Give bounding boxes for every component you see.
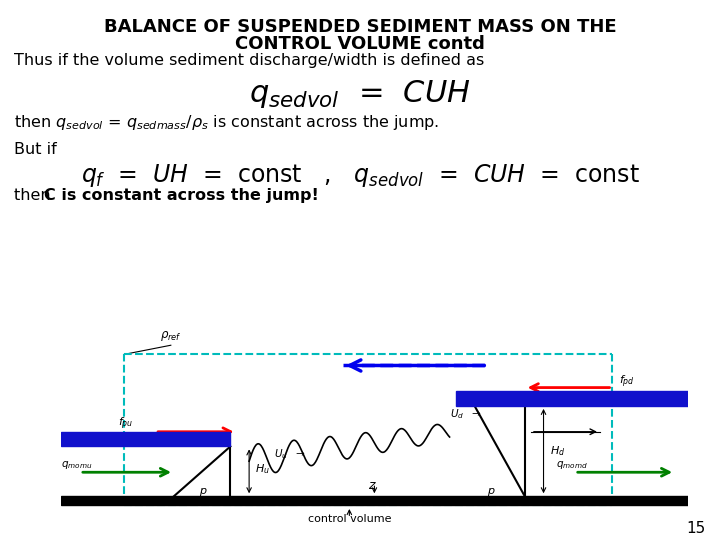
Text: $f_{pd}$: $f_{pd}$ [618, 373, 634, 390]
Text: BALANCE OF SUSPENDED SEDIMENT MASS ON THE: BALANCE OF SUSPENDED SEDIMENT MASS ON TH… [104, 18, 616, 36]
Text: $\rho_{ref}$: $\rho_{ref}$ [160, 329, 181, 343]
Text: $p$: $p$ [199, 487, 207, 498]
Text: $U_d$  $\rightarrow$: $U_d$ $\rightarrow$ [449, 407, 481, 421]
Text: $q_{momd}$: $q_{momd}$ [556, 459, 588, 471]
Text: $z$: $z$ [368, 479, 377, 492]
Text: $p$: $p$ [487, 487, 496, 498]
Bar [61, 432, 230, 447]
Text: $f_{pu}$: $f_{pu}$ [117, 416, 133, 432]
Text: Thus if the volume sediment discharge/width is defined as: Thus if the volume sediment discharge/wi… [14, 53, 485, 68]
Text: $q_{sedvol}$  =  $CUH$: $q_{sedvol}$ = $CUH$ [249, 78, 471, 110]
Text: $q_{momu}$: $q_{momu}$ [61, 459, 93, 471]
Text: C is constant across the jump!: C is constant across the jump! [44, 188, 319, 203]
Text: control volume: control volume [307, 514, 391, 524]
Bar [456, 392, 688, 406]
Text: 15: 15 [687, 521, 706, 536]
Text: then: then [14, 188, 55, 203]
Text: then $q_{sedvol}$ = $q_{sedmass}$/$\rho_s$ is constant across the jump.: then $q_{sedvol}$ = $q_{sedmass}$/$\rho_… [14, 113, 439, 132]
Bar [61, 496, 688, 505]
Text: But if: But if [14, 142, 57, 157]
Text: $H_d$: $H_d$ [550, 444, 565, 457]
Text: CONTROL VOLUME contd: CONTROL VOLUME contd [235, 35, 485, 53]
Text: $H_u$: $H_u$ [256, 462, 270, 476]
Text: $U_u$  $\rightarrow$: $U_u$ $\rightarrow$ [274, 448, 305, 461]
Text: $q_f$  =  $UH$  =  const   ,   $q_{sedvol}$  =  $CUH$  =  const: $q_f$ = $UH$ = const , $q_{sedvol}$ = $C… [81, 162, 639, 189]
